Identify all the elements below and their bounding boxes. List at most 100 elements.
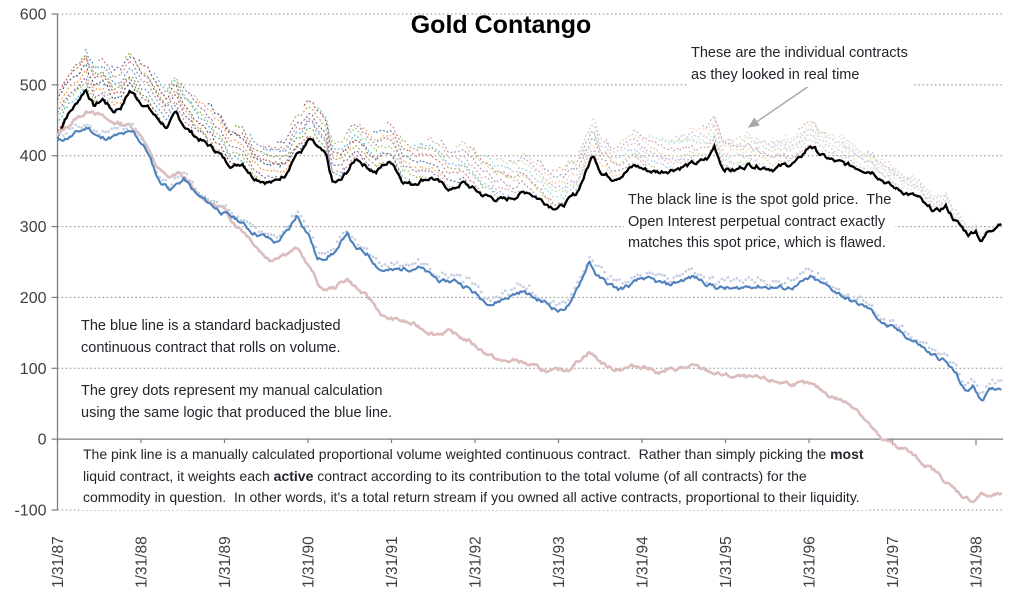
- grey-dot: [919, 340, 922, 344]
- contract-line: [633, 129, 732, 170]
- contract-line: [124, 51, 224, 157]
- grey-dot: [218, 204, 221, 207]
- contract-line: [276, 113, 374, 172]
- grey-dot: [967, 381, 970, 384]
- grey-dot: [302, 220, 306, 223]
- contract-line: [56, 81, 100, 119]
- grey-dot: [576, 280, 579, 284]
- contract-line: [619, 133, 718, 158]
- contract-line: [495, 152, 595, 194]
- grey-dot: [693, 272, 696, 275]
- grey-dot: [567, 298, 570, 301]
- contract-line: [592, 118, 691, 165]
- grey-dot: [780, 282, 784, 286]
- grey-dot: [717, 280, 720, 284]
- grey-dot: [792, 278, 796, 281]
- contract-line: [798, 120, 897, 186]
- grey-dot: [979, 391, 982, 395]
- contract-line: [330, 127, 430, 180]
- grey-dot: [353, 238, 357, 241]
- grey-dot: [197, 191, 200, 195]
- grey-dot: [678, 274, 681, 277]
- grey-dot: [783, 281, 787, 285]
- grey-dot: [326, 251, 330, 254]
- grey-dot: [970, 378, 973, 381]
- grey-dot: [732, 278, 736, 281]
- blue-line-note: The blue line is a standard backadjusted…: [77, 315, 345, 360]
- grey-dot: [822, 277, 826, 280]
- contract-line: [56, 69, 127, 107]
- grey-dot: [74, 123, 77, 126]
- grey-dot: [429, 268, 432, 271]
- grey-dot: [729, 279, 732, 283]
- contract-line: [482, 154, 580, 200]
- y-tick-label: -100: [14, 503, 46, 520]
- grey-dot: [976, 384, 979, 387]
- grey-dot: [465, 276, 468, 279]
- grey-dot: [597, 264, 600, 268]
- grey-dot: [393, 263, 396, 266]
- grey-dot: [883, 318, 886, 321]
- grey-dot: [362, 247, 366, 250]
- grey-dot: [56, 134, 59, 137]
- grey-dot: [146, 145, 149, 148]
- grey-dot: [528, 284, 531, 287]
- grey-dot: [946, 354, 949, 357]
- grey-dot: [68, 127, 71, 131]
- grey-dot: [296, 210, 300, 214]
- grey-dot: [669, 280, 672, 284]
- grey-dot: [810, 270, 814, 273]
- grey-dot: [152, 158, 155, 161]
- grey-dot: [155, 170, 158, 174]
- grey-dot: [711, 276, 714, 279]
- note-line: continuous contract that rolls on volume…: [81, 339, 341, 356]
- note-line: liquid contract, it weights each active …: [83, 467, 807, 484]
- grey-dot: [768, 284, 772, 287]
- grey-dot: [245, 220, 249, 223]
- grey-dot: [80, 126, 83, 129]
- grey-dot: [720, 277, 723, 281]
- contract-line: [345, 123, 443, 181]
- contract-line: [907, 174, 1002, 238]
- grey-dot: [916, 339, 919, 342]
- grey-dot: [630, 276, 633, 280]
- grey-dot: [456, 273, 459, 277]
- grey-dot: [843, 294, 847, 297]
- grey-dot: [879, 318, 883, 321]
- contract-line: [440, 139, 539, 198]
- x-tick-label: 1/31/98: [969, 536, 986, 588]
- grey-dot: [870, 304, 874, 307]
- contract-line: [853, 144, 951, 215]
- grey-dot: [582, 270, 585, 273]
- contract-line: [701, 114, 801, 162]
- grey-dot: [615, 279, 618, 282]
- grey-dot: [95, 130, 98, 133]
- grey-dot: [489, 299, 492, 302]
- grey-dot: [242, 219, 246, 222]
- grey-dot: [441, 271, 444, 274]
- grey-dot: [648, 271, 651, 274]
- grey-dot: [522, 285, 525, 289]
- contract-line: [111, 56, 210, 143]
- grey-dot: [110, 127, 113, 130]
- note-line: The blue line is a standard backadjusted: [81, 318, 341, 334]
- grey-dot: [374, 257, 378, 260]
- contract-line: [840, 134, 937, 209]
- grey-dot: [128, 123, 131, 126]
- x-tick-label: 1/31/88: [134, 536, 151, 588]
- grey-dot: [846, 293, 850, 296]
- contract-line: [84, 48, 182, 121]
- contract-line: [427, 136, 526, 194]
- contract-line: [523, 143, 622, 185]
- grey-dot: [573, 286, 576, 289]
- grey-dot: [753, 281, 757, 284]
- grey-dot: [744, 278, 748, 281]
- grey-dot: [651, 272, 654, 275]
- grey-dot: [173, 176, 176, 180]
- contract-line: [56, 77, 114, 114]
- contract-line: [56, 56, 155, 111]
- grey-dot: [380, 264, 384, 267]
- note-line: matches this spot price, which is flawed…: [628, 235, 886, 251]
- grey-dot: [450, 273, 453, 277]
